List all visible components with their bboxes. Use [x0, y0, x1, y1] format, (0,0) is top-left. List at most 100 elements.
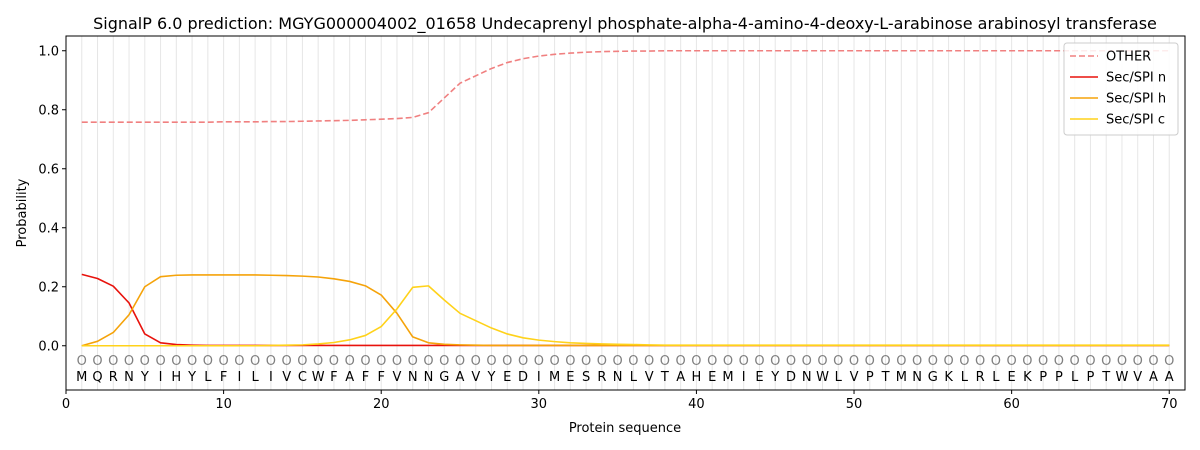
position-marker: O: [1054, 354, 1064, 369]
position-marker: O: [534, 354, 544, 369]
position-marker: O: [234, 354, 244, 369]
sequence-label: N: [802, 370, 812, 385]
position-marker: O: [502, 354, 512, 369]
legend-label: Sec/SPI c: [1106, 113, 1165, 128]
sequence-label: Y: [770, 370, 779, 385]
position-marker: O: [345, 354, 355, 369]
sequence-label: N: [408, 370, 418, 385]
sequence-label: W: [1116, 370, 1129, 385]
sequence-label: D: [518, 370, 528, 385]
sequence-label: V: [393, 370, 402, 385]
position-marker: O: [975, 354, 985, 369]
position-marker: O: [1133, 354, 1143, 369]
sequence-label: F: [377, 370, 384, 385]
x-tick-label: 40: [688, 397, 705, 412]
sequence-label: A: [1149, 370, 1158, 385]
sequence-label: G: [928, 370, 938, 385]
position-marker: O: [282, 354, 292, 369]
sequence-label: I: [237, 370, 241, 385]
position-marker: O: [108, 354, 118, 369]
sequence-label: V: [645, 370, 654, 385]
position-marker: O: [187, 354, 197, 369]
sequence-label: Q: [92, 370, 102, 385]
position-marker: O: [77, 354, 87, 369]
position-marker: O: [849, 354, 859, 369]
legend-label: Sec/SPI n: [1106, 71, 1166, 86]
sequence-label: A: [1165, 370, 1174, 385]
position-marker: O: [1101, 354, 1111, 369]
sequence-label: M: [76, 370, 87, 385]
position-marker: O: [1164, 354, 1174, 369]
sequence-label: F: [362, 370, 369, 385]
sequence-label: A: [345, 370, 354, 385]
sequence-label: I: [159, 370, 163, 385]
x-tick-label: 20: [373, 397, 390, 412]
sequence-label: M: [549, 370, 560, 385]
position-marker: O: [140, 354, 150, 369]
legend-box: [1063, 42, 1179, 136]
sequence-label: L: [835, 370, 843, 385]
sequence-label: K: [1023, 370, 1032, 385]
sequence-label: I: [269, 370, 273, 385]
sequence-label: L: [630, 370, 638, 385]
position-marker: O: [297, 354, 307, 369]
x-tick-label: 70: [1161, 397, 1178, 412]
sequence-label: N: [424, 370, 434, 385]
position-marker: O: [439, 354, 449, 369]
sequence-label: E: [1008, 370, 1016, 385]
x-tick-label: 10: [215, 397, 232, 412]
position-marker: O: [455, 354, 465, 369]
position-marker: O: [408, 354, 418, 369]
position-marker: O: [360, 354, 370, 369]
position-marker: O: [943, 354, 953, 369]
sequence-label: T: [1101, 370, 1110, 385]
sequence-label: C: [298, 370, 307, 385]
legend: OTHER Sec/SPI n Sec/SPI h Sec/SPI c: [1063, 42, 1179, 136]
sequence-label: V: [1133, 370, 1142, 385]
y-axis: 0.0 0.2 0.4 0.6 0.8 1.0: [38, 44, 66, 354]
position-marker: O: [802, 354, 812, 369]
position-marker: O: [739, 354, 749, 369]
position-marker: O: [392, 354, 402, 369]
position-marker: O: [124, 354, 134, 369]
x-tick-label: 60: [1003, 397, 1020, 412]
y-axis-label: Probability: [15, 178, 30, 247]
sequence-label: M: [896, 370, 907, 385]
legend-label: Sec/SPI h: [1106, 92, 1166, 107]
sequence-label: L: [961, 370, 969, 385]
sequence-label: R: [597, 370, 606, 385]
plot-frame: [65, 35, 1186, 391]
sequence-label: N: [613, 370, 623, 385]
x-axis: 0 10 20 30 40 50 60 70: [62, 390, 1178, 412]
position-marker: O: [1038, 354, 1048, 369]
position-marker: O: [628, 354, 638, 369]
position-marker: O: [1007, 354, 1017, 369]
position-marker: O: [754, 354, 764, 369]
sequence-label: G: [439, 370, 449, 385]
position-marker: O: [991, 354, 1001, 369]
position-marker: O: [707, 354, 717, 369]
position-marker: O: [660, 354, 670, 369]
sequence-label: V: [850, 370, 859, 385]
position-marker: O: [218, 354, 228, 369]
y-tick-label: 0.2: [38, 280, 59, 295]
position-marker: O: [92, 354, 102, 369]
series-lines: [81, 49, 1170, 347]
series-line-3: [81, 285, 1170, 347]
position-marker: O: [565, 354, 575, 369]
position-marker: O: [691, 354, 701, 369]
position-marker: O: [613, 354, 623, 369]
position-marker: O: [329, 354, 339, 369]
sequence-label: N: [124, 370, 134, 385]
sequence-label: T: [660, 370, 669, 385]
position-marker: O: [644, 354, 654, 369]
x-axis-label: Protein sequence: [569, 421, 681, 436]
position-marker: O: [486, 354, 496, 369]
y-tick-label: 0.4: [38, 221, 59, 236]
sequence-label: A: [456, 370, 465, 385]
x-tick-label: 30: [531, 397, 548, 412]
sequence-label: L: [1071, 370, 1079, 385]
chart-title: SignalP 6.0 prediction: MGYG000004002_01…: [93, 14, 1157, 34]
sequence-label: A: [676, 370, 685, 385]
